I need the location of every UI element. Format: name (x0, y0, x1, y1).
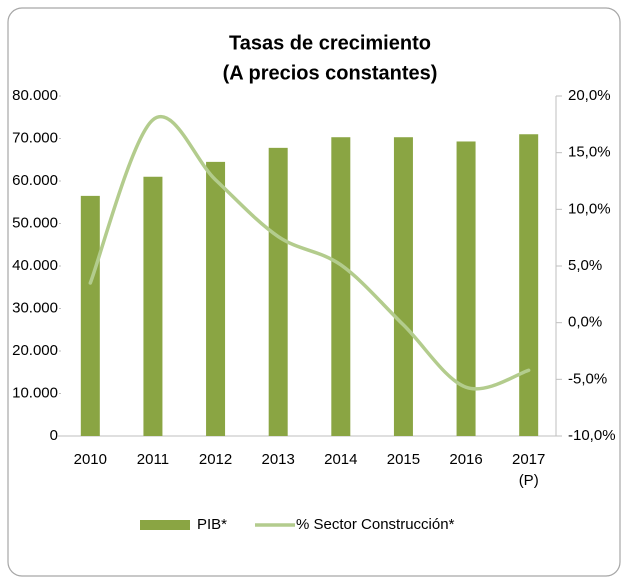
x-tick-label: 2014 (324, 451, 357, 468)
y-tick-label: 10.000 (12, 384, 58, 401)
bar (268, 147, 288, 436)
x-tick-label: 2015 (387, 451, 420, 468)
y2-tick-label: 20,0% (568, 87, 611, 104)
chart-title: Tasas de crecimiento (229, 32, 431, 54)
y-tick-label: 80.000 (12, 87, 58, 104)
legend-swatch (140, 520, 190, 530)
y2-tick-label: 0,0% (568, 314, 602, 331)
bar (393, 137, 413, 436)
y2-tick-label: -5,0% (568, 370, 607, 387)
legend-label: % Sector Construcción* (296, 516, 455, 533)
line (88, 115, 531, 391)
x-tick-label: 2013 (262, 451, 295, 468)
x-tick-label: 2017 (P) (512, 451, 545, 489)
bar (206, 161, 226, 436)
y2-tick-label: -10,0% (568, 427, 616, 444)
y-tick-label: 70.000 (12, 129, 58, 146)
bar (456, 141, 476, 436)
y-tick-label: 60.000 (12, 172, 58, 189)
y-tick-label: 50.000 (12, 214, 58, 231)
y-tick-label: 20.000 (12, 342, 58, 359)
y-tick-label: 0 (50, 427, 58, 444)
legend-label: PIB* (197, 516, 227, 533)
y-tick-label: 40.000 (12, 257, 58, 274)
bar (331, 137, 351, 436)
y2-tick-label: 5,0% (568, 257, 602, 274)
bar (519, 134, 539, 436)
x-tick-label: 2016 (449, 451, 482, 468)
x-tick-label: 2011 (137, 451, 169, 468)
bar (143, 176, 163, 436)
bar (80, 195, 100, 436)
chart-subtitle: (A precios constantes) (223, 62, 438, 84)
y2-tick-label: 10,0% (568, 200, 611, 217)
y2-tick-label: 15,0% (568, 144, 611, 161)
x-tick-label: 2012 (199, 451, 232, 468)
y-tick-label: 30.000 (12, 299, 58, 316)
x-tick-label: 2010 (74, 451, 107, 468)
